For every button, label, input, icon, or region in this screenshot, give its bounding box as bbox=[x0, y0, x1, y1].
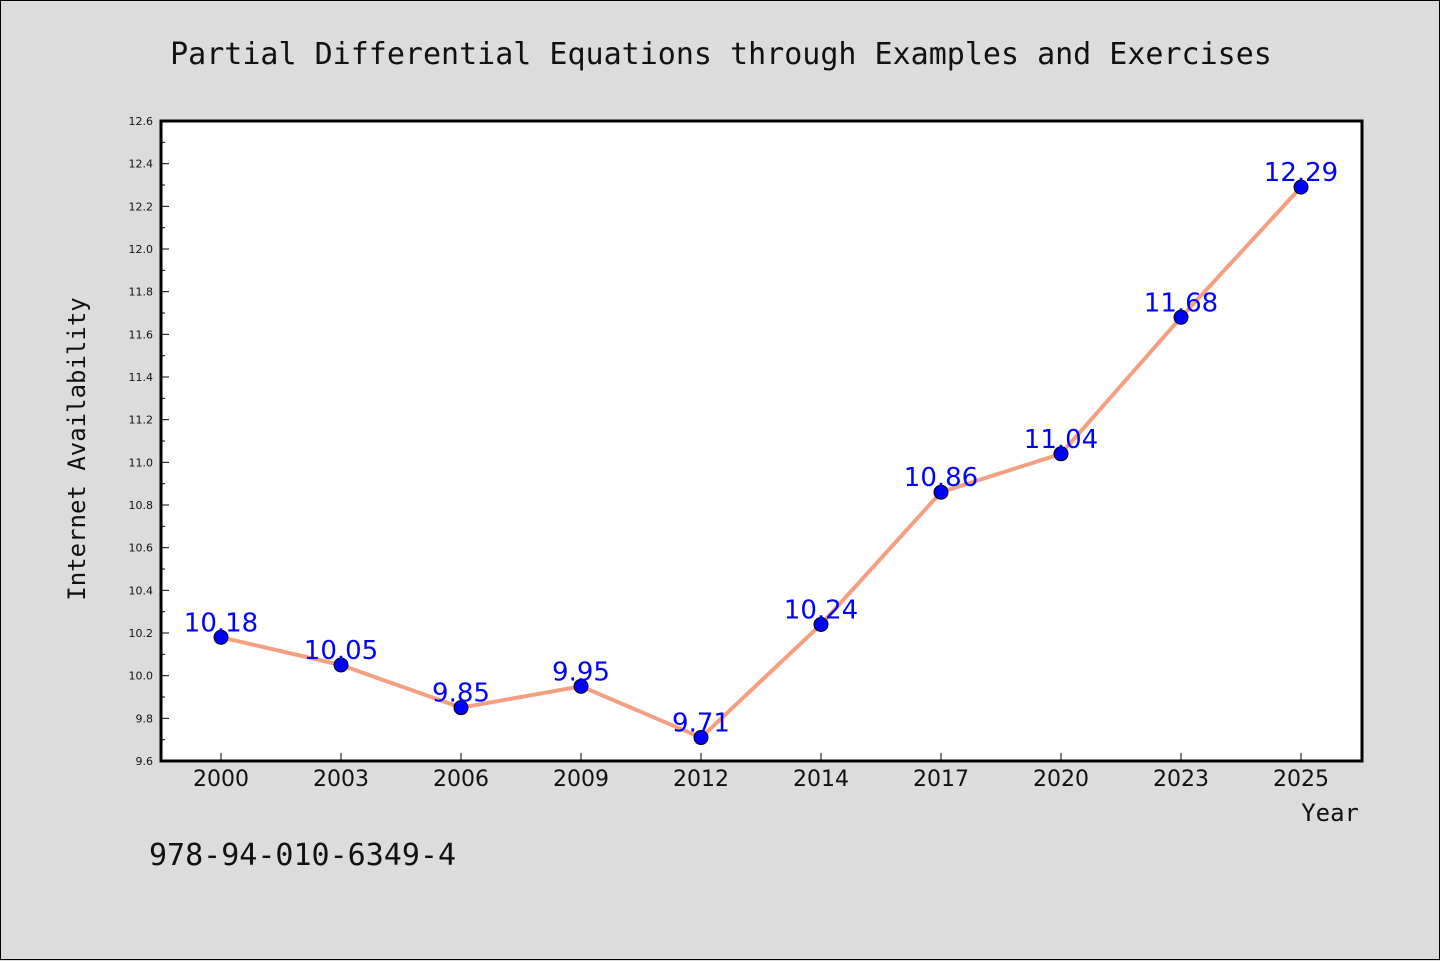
y-tick-label: 12.2 bbox=[129, 200, 154, 213]
data-label: 12.29 bbox=[1264, 158, 1338, 188]
x-tick-label: 2003 bbox=[313, 767, 369, 792]
data-point bbox=[813, 616, 829, 632]
data-point bbox=[1293, 179, 1309, 195]
y-tick-label: 10.6 bbox=[129, 542, 154, 555]
x-tick-label: 2000 bbox=[193, 767, 249, 792]
data-point bbox=[1173, 309, 1189, 325]
data-point bbox=[1053, 446, 1069, 462]
x-axis-label: Year bbox=[1301, 799, 1359, 827]
x-tick-label: 2012 bbox=[673, 767, 729, 792]
plot-area bbox=[159, 119, 1364, 763]
y-tick-label: 9.8 bbox=[136, 712, 154, 725]
data-label: 10.86 bbox=[904, 463, 978, 493]
y-tick-label: 10.8 bbox=[129, 499, 154, 512]
data-label: 10.18 bbox=[184, 608, 258, 638]
series-line bbox=[220, 185, 1303, 740]
x-tick-label: 2020 bbox=[1033, 767, 1089, 792]
x-tick-label: 2023 bbox=[1153, 767, 1209, 792]
series-group bbox=[213, 179, 1309, 746]
footer-isbn: 978-94-010-6349-4 bbox=[149, 838, 456, 873]
data-labels: 10.18 10.05 9.85 9.95 9.71 10.24 10.86 11.04 11.… bbox=[184, 158, 1338, 738]
y-tick-label: 9.6 bbox=[136, 755, 154, 768]
data-point bbox=[573, 678, 589, 694]
x-tick-label: 2009 bbox=[553, 767, 609, 792]
data-point bbox=[213, 629, 229, 645]
data-label: 10.05 bbox=[304, 636, 378, 666]
y-tick-label: 10.4 bbox=[129, 584, 154, 597]
x-tick-label: 2025 bbox=[1273, 767, 1329, 792]
data-point bbox=[933, 484, 949, 500]
data-point bbox=[693, 730, 709, 746]
data-label: 9.71 bbox=[672, 709, 730, 739]
chart-title: Partial Differential Equations through E… bbox=[170, 37, 1272, 72]
data-label: 10.24 bbox=[784, 595, 858, 625]
y-tick-label: 10.0 bbox=[129, 670, 154, 683]
y-tick-label: 12.4 bbox=[129, 158, 154, 171]
y-tick-label: 10.2 bbox=[129, 627, 154, 640]
y-tick-label: 11.6 bbox=[129, 328, 154, 341]
y-tick-label: 12.6 bbox=[129, 115, 154, 128]
y-tick-label: 12.0 bbox=[129, 243, 154, 256]
y-tick-label: 11.0 bbox=[129, 456, 154, 469]
data-label: 9.85 bbox=[432, 679, 490, 709]
x-tick-label: 2006 bbox=[433, 767, 489, 792]
x-tick-label: 2014 bbox=[793, 767, 849, 792]
y-axis-ticks: 9.6 9.8 10.0 10.2 10.4 10.6 10.8 11.0 11.2 11.4 11… bbox=[129, 115, 169, 768]
x-axis-ticks: 2000 2003 2006 2009 2012 2014 2017 2020 2023 2025 bbox=[193, 753, 1329, 792]
x-tick-label: 2017 bbox=[913, 767, 969, 792]
y-tick-label: 11.4 bbox=[129, 371, 154, 384]
data-label: 11.04 bbox=[1024, 425, 1098, 455]
data-label: 9.95 bbox=[552, 657, 610, 687]
data-point bbox=[333, 657, 349, 673]
data-label: 11.68 bbox=[1144, 288, 1218, 318]
y-tick-label: 11.8 bbox=[129, 286, 154, 299]
y-axis-label: Internet Availability bbox=[63, 297, 91, 600]
y-tick-label: 11.2 bbox=[129, 414, 154, 427]
data-point bbox=[453, 700, 469, 716]
